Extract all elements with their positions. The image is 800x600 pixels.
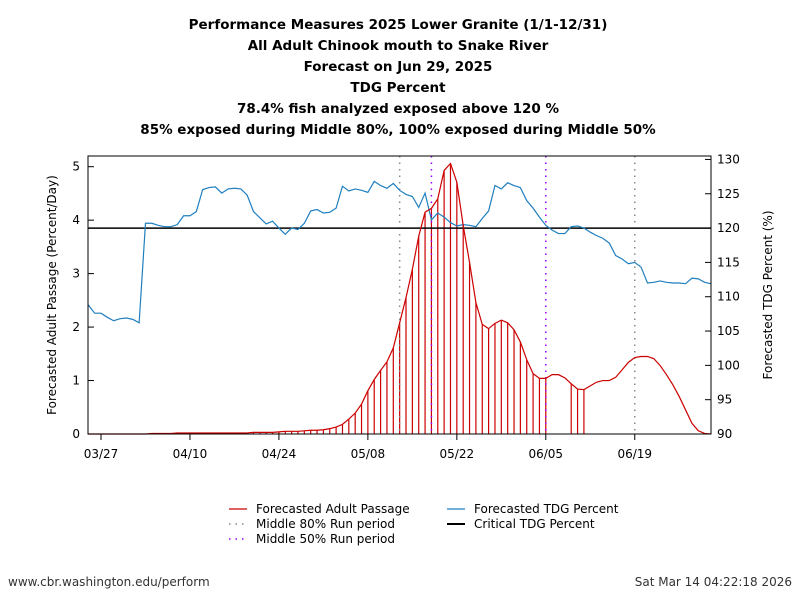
x-tick-label: 04/24 xyxy=(262,447,297,461)
y-tick-label: 1 xyxy=(72,374,80,388)
legend-label: Middle 80% Run period xyxy=(256,517,395,531)
y-right-tick-label: 100 xyxy=(717,358,740,372)
chart-titles: Performance Measures 2025 Lower Granite … xyxy=(140,17,656,138)
x-tick-label: 06/19 xyxy=(617,447,652,461)
y-right-tick-label: 90 xyxy=(717,427,732,441)
chart-title-line-5: 78.4% fish analyzed exposed above 120 % xyxy=(237,101,559,117)
y-right-tick-label: 110 xyxy=(717,290,740,304)
y-axis-label: Forecasted Adult Passage (Percent/Day) xyxy=(45,175,59,415)
adult-passage-line xyxy=(88,162,712,435)
y-right-tick-label: 105 xyxy=(717,324,740,338)
legend-label: Middle 50% Run period xyxy=(256,532,395,546)
x-tick-label: 05/08 xyxy=(351,447,386,461)
axes: 0 1 2 3 4 5 90 95 100 105 110 115 120 125 130 03/27 04/1… xyxy=(45,152,775,461)
y-right-axis-label: Forecasted TDG Percent (%) xyxy=(761,210,775,379)
chart-title-line-1: Performance Measures 2025 Lower Granite … xyxy=(189,17,608,33)
chart-title-line-2: All Adult Chinook mouth to Snake River xyxy=(248,38,549,54)
x-tick-label: 06/05 xyxy=(528,447,563,461)
footer-timestamp: Sat Mar 14 04:22:18 2026 xyxy=(635,575,792,589)
plot-frame xyxy=(87,155,712,435)
legend-label: Forecasted TDG Percent xyxy=(474,502,619,516)
legend-label: Forecasted Adult Passage xyxy=(256,502,410,516)
chart-title-line-4: TDG Percent xyxy=(350,80,446,96)
x-tick-label: 04/10 xyxy=(173,447,208,461)
tdg-percent-line xyxy=(87,180,712,324)
chart-title-line-6: 85% exposed during Middle 80%, 100% expo… xyxy=(140,122,656,138)
y-right-tick-label: 95 xyxy=(717,393,732,407)
chart-title-line-3: Forecast on Jun 29, 2025 xyxy=(304,59,493,75)
y-right-tick-label: 130 xyxy=(717,152,740,166)
x-tick-label: 05/22 xyxy=(440,447,475,461)
y-tick-label: 3 xyxy=(72,267,80,281)
footer-url: www.cbr.washington.edu/perform xyxy=(8,575,210,589)
y-tick-label: 4 xyxy=(72,213,80,227)
y-right-tick-label: 115 xyxy=(717,255,740,269)
y-right-tick-label: 120 xyxy=(717,221,740,235)
y-tick-label: 2 xyxy=(72,320,80,334)
plot-area xyxy=(87,156,712,435)
legend-label: Critical TDG Percent xyxy=(474,517,595,531)
x-tick-label: 03/27 xyxy=(84,447,119,461)
y-right-tick-label: 125 xyxy=(717,187,740,201)
y-tick-label: 5 xyxy=(72,160,80,174)
y-tick-label: 0 xyxy=(72,427,80,441)
